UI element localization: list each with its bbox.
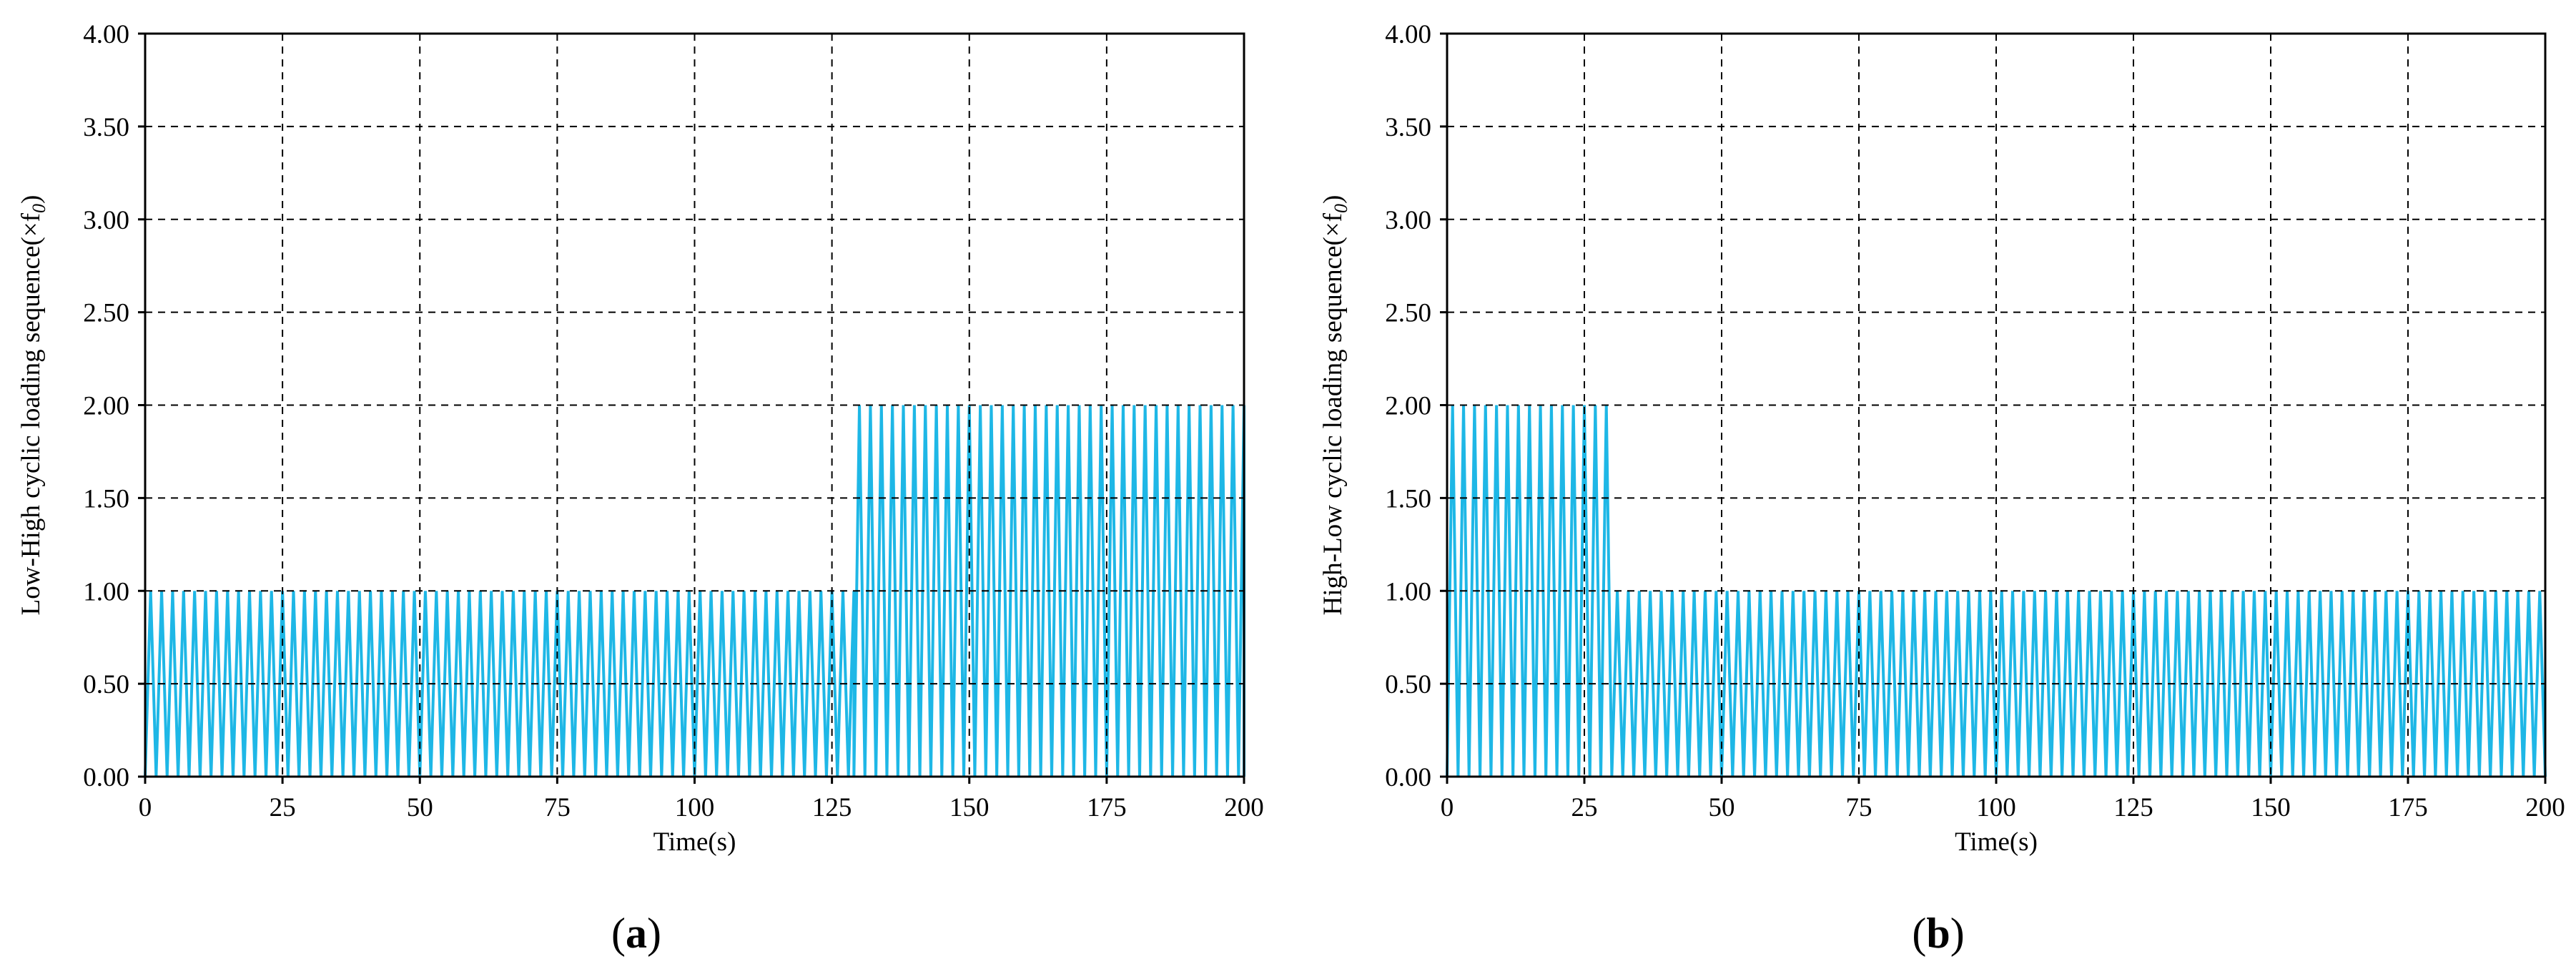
y-tick-label: 3.00 <box>83 206 129 235</box>
grid <box>1447 34 2545 777</box>
chart-panel-b: 0 25 50 75 100 125 150 175 200 0.00 0.50 1.00 1.50 2.… <box>1318 20 2565 957</box>
x-tick-label: 100 <box>1976 793 2016 822</box>
y-tick-label: 3.00 <box>1385 206 1431 235</box>
y-axis-label: High-Low cyclic loading sequence(×f0) <box>1318 195 1351 616</box>
y-tick-label: 3.50 <box>83 113 129 142</box>
x-tick-label: 150 <box>949 793 990 822</box>
x-tick-label: 100 <box>675 793 715 822</box>
x-tick-label: 75 <box>544 793 571 822</box>
x-tick-label: 200 <box>2525 793 2565 822</box>
x-axis-label: Time(s) <box>1955 827 2038 857</box>
x-tick-label: 200 <box>1224 793 1264 822</box>
chart-panel-a: 0 25 50 75 100 125 150 175 200 0.00 0.50 1.00 1.50 2.… <box>16 20 1264 957</box>
y-tick-label: 3.50 <box>1385 113 1431 142</box>
y-tick-label: 0.50 <box>83 670 129 699</box>
y-tick-label: 1.50 <box>83 484 129 513</box>
y-tick-label: 1.00 <box>1385 577 1431 606</box>
grid <box>145 34 1244 777</box>
x-tick-label: 150 <box>2251 793 2291 822</box>
x-tick-label: 0 <box>139 793 152 822</box>
x-tick-label: 125 <box>812 793 852 822</box>
y-tick-label: 2.50 <box>1385 299 1431 328</box>
x-tick-label: 50 <box>1709 793 1735 822</box>
x-tick-label: 125 <box>2113 793 2153 822</box>
y-tick-label: 4.00 <box>1385 20 1431 49</box>
panel-label: (a) <box>611 910 661 957</box>
x-tick-label: 0 <box>1441 793 1454 822</box>
x-tick-label: 175 <box>1087 793 1127 822</box>
y-tick-label: 0.00 <box>1385 763 1431 792</box>
y-tick-label: 2.00 <box>1385 392 1431 421</box>
x-tick-label: 25 <box>1571 793 1598 822</box>
y-tick-label: 1.50 <box>1385 484 1431 513</box>
x-tick-label: 175 <box>2388 793 2428 822</box>
x-tick-label: 25 <box>270 793 296 822</box>
x-tick-label: 75 <box>1846 793 1872 822</box>
y-axis-label: Low-High cyclic loading sequence(×f0) <box>16 195 49 616</box>
x-axis-label: Time(s) <box>653 827 736 857</box>
x-tick-label: 50 <box>407 793 433 822</box>
panel-label: (b) <box>1912 910 1964 957</box>
y-tick-label: 0.00 <box>83 763 129 792</box>
y-tick-label: 2.50 <box>83 299 129 328</box>
y-tick-label: 1.00 <box>83 577 129 606</box>
y-tick-label: 0.50 <box>1385 670 1431 699</box>
y-tick-label: 4.00 <box>83 20 129 49</box>
y-tick-label: 2.00 <box>83 392 129 421</box>
